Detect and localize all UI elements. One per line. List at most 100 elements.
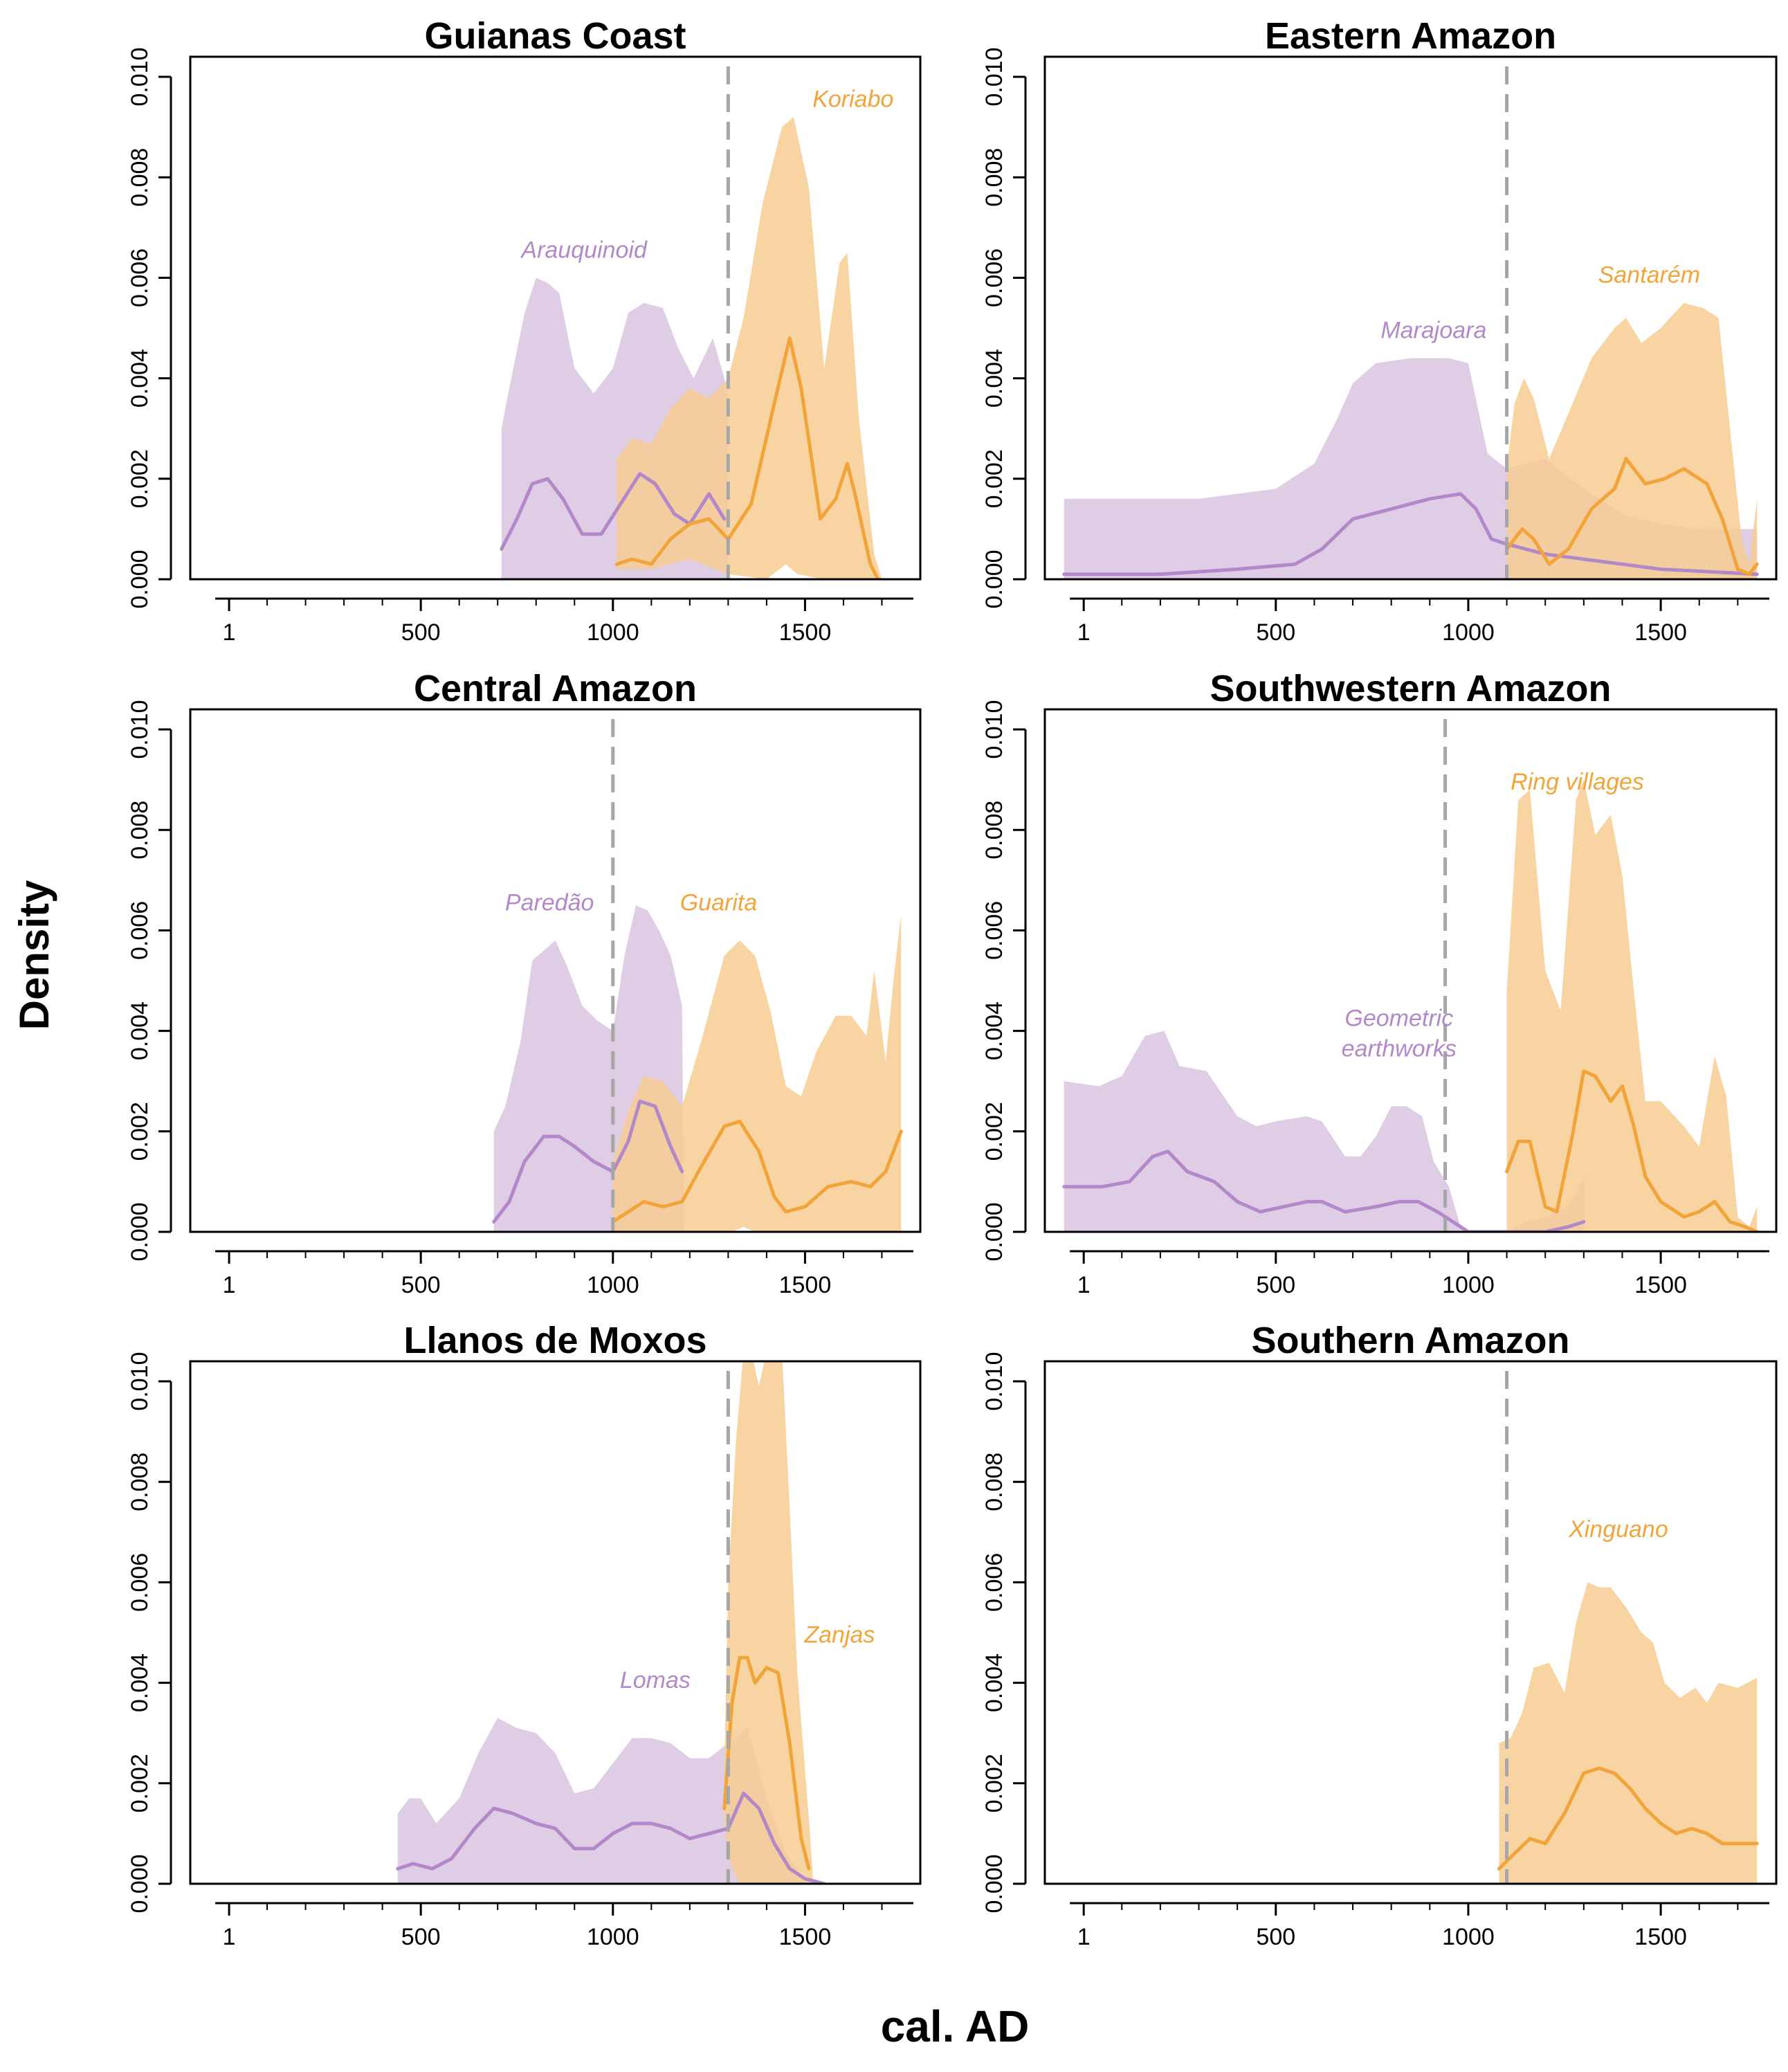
y-tick-label: 0.002: [981, 1102, 1007, 1161]
plot-area: [1497, 1371, 1759, 1884]
x-tick-label: 500: [1256, 619, 1295, 646]
mean-density-line-orange: [611, 1119, 903, 1224]
panel-title: Southwestern Amazon: [1210, 668, 1611, 709]
x-tick-label: 1500: [779, 1272, 832, 1298]
x-tick-label: 500: [401, 1924, 441, 1950]
plot-area: [500, 66, 882, 579]
y-tick-label: 0.006: [981, 901, 1007, 960]
y-tick-label: 0.004: [981, 1001, 1007, 1060]
plot-frame: [1043, 55, 1778, 581]
panel-title: Llanos de Moxos: [403, 1320, 706, 1361]
y-tick-label: 0.008: [127, 801, 153, 860]
y-tick-label: 0.008: [127, 148, 153, 207]
y-tick-label: 0.006: [127, 248, 153, 307]
series-label: Paredão: [505, 889, 594, 916]
plot-frame: [1043, 708, 1778, 1233]
series-label-line: Geometric: [1344, 1005, 1453, 1031]
series-label: Xinguano: [1568, 1516, 1668, 1543]
panel-title: Guianas Coast: [424, 15, 686, 57]
x-tick-label: 1500: [779, 1924, 832, 1950]
x-tick-label: 1: [1077, 1272, 1091, 1298]
series-label: Lomas: [620, 1667, 691, 1693]
y-tick-label: 0.006: [127, 1553, 153, 1612]
y-tick-label: 0.004: [127, 1001, 153, 1060]
x-tick-label: 1500: [779, 619, 832, 646]
y-tick-label: 0.008: [981, 801, 1007, 860]
x-tick-label: 500: [1256, 1272, 1295, 1298]
x-tick-label: 1000: [587, 619, 639, 646]
x-tick-label: 1000: [1442, 1924, 1495, 1950]
y-tick-label: 0.000: [127, 549, 153, 608]
x-tick-label: 1: [1077, 1924, 1091, 1950]
y-tick-label: 0.010: [981, 700, 1007, 758]
density-band-purple: [1064, 1030, 1585, 1232]
mean-density-line-orange: [1497, 1766, 1759, 1871]
panel-title: Central Amazon: [414, 668, 697, 709]
x-tick-label: 1000: [1442, 1272, 1495, 1298]
y-tick-label: 0.006: [981, 1553, 1007, 1612]
x-tick-label: 500: [1256, 1924, 1295, 1950]
series-label: Guarita: [680, 889, 758, 916]
x-tick-label: 1000: [1442, 619, 1495, 646]
plot-area: [1062, 719, 1759, 1232]
y-tick-label: 0.000: [981, 1854, 1007, 1913]
y-tick-label: 0.010: [127, 700, 153, 758]
density-band-orange: [617, 117, 882, 579]
x-tick-label: 1: [223, 619, 236, 646]
x-tick-label: 1: [223, 1272, 236, 1298]
panel-title: Southern Amazon: [1251, 1320, 1569, 1361]
y-tick-label: 0.006: [981, 248, 1007, 307]
y-tick-label: 0.000: [127, 1854, 153, 1913]
plot-frame: [189, 1360, 922, 1885]
mean-density-line-orange: [722, 1655, 811, 1871]
density-band-orange: [612, 915, 902, 1232]
y-tick-label: 0.010: [981, 1352, 1007, 1410]
x-axis-label: cal. AD: [881, 2001, 1030, 2051]
mean-density-line-purple: [492, 1099, 684, 1224]
mean-density-line-purple: [500, 472, 727, 551]
y-tick-label: 0.004: [981, 349, 1007, 408]
x-tick-label: 500: [401, 1272, 441, 1298]
x-tick-label: 1: [1077, 619, 1091, 646]
mean-density-line-orange: [1505, 457, 1759, 576]
y-tick-label: 0.004: [127, 1653, 153, 1712]
y-tick-label: 0.000: [981, 1202, 1007, 1261]
x-tick-label: 1500: [1634, 1272, 1687, 1298]
y-tick-label: 0.004: [981, 1653, 1007, 1712]
y-tick-label: 0.008: [127, 1453, 153, 1511]
density-band-purple: [397, 1718, 825, 1884]
series-label-line: earthworks: [1342, 1035, 1457, 1062]
y-tick-label: 0.002: [981, 1754, 1007, 1812]
mean-density-line-orange: [1505, 1069, 1759, 1232]
plot-frame: [189, 55, 922, 581]
x-tick-label: 1500: [1634, 619, 1687, 646]
mean-density-line-orange: [614, 336, 880, 579]
mean-density-line-purple: [396, 1791, 826, 1884]
density-band-orange: [1506, 779, 1758, 1232]
y-tick-label: 0.010: [127, 1352, 153, 1410]
mean-density-line-purple: [1062, 492, 1759, 576]
x-tick-label: 500: [401, 619, 441, 646]
series-label: Koriabo: [812, 87, 893, 113]
series-label: Zanjas: [803, 1622, 875, 1648]
y-tick-label: 0.008: [981, 1453, 1007, 1511]
x-tick-label: 1: [223, 1924, 236, 1950]
y-tick-label: 0.010: [127, 47, 153, 106]
x-tick-label: 1000: [587, 1924, 639, 1950]
chart-panel: Geometric earthworks Ring villages Southwes…: [981, 668, 1778, 1298]
y-tick-label: 0.010: [981, 47, 1007, 106]
y-tick-label: 0.000: [981, 549, 1007, 608]
series-label: Ring villages: [1511, 769, 1644, 795]
y-tick-label: 0.006: [127, 901, 153, 960]
y-tick-label: 0.004: [127, 349, 153, 408]
density-band-orange: [1499, 1582, 1758, 1884]
y-tick-label: 0.008: [981, 148, 1007, 207]
y-tick-label: 0.002: [127, 449, 153, 508]
mean-density-line-purple: [1062, 1149, 1586, 1232]
